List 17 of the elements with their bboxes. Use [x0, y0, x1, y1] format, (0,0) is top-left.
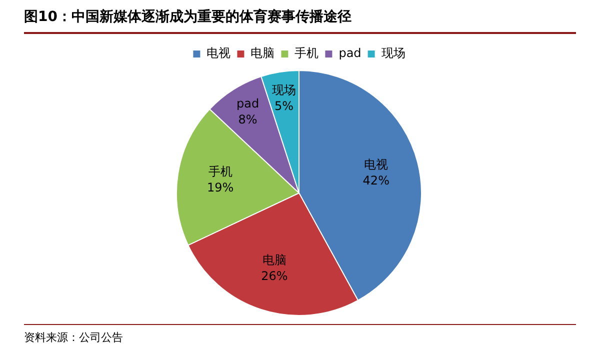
data-label: 8%	[238, 112, 258, 126]
data-label: 26%	[261, 268, 288, 283]
text: 资料来源：公司公告	[24, 330, 123, 345]
data-label: 42%	[362, 173, 390, 188]
data-label: 5%	[274, 98, 294, 113]
data-label: 19%	[207, 180, 234, 195]
legend-label: 电脑	[250, 46, 275, 60]
slice-label: 电视	[364, 157, 388, 172]
slice-label: 电脑	[262, 252, 286, 267]
slice-label: 现场	[272, 82, 296, 97]
slice-label: pad	[236, 96, 260, 110]
legend-label: 手机	[294, 46, 319, 60]
chart-title: 图10：中国新媒体逐渐成为重要的体育赛事传播途径	[24, 8, 352, 26]
slice-label: 手机	[208, 164, 232, 179]
legend-label: pad	[338, 46, 362, 60]
legend-label: 电视	[206, 46, 231, 60]
legend-label: 现场	[381, 46, 406, 60]
